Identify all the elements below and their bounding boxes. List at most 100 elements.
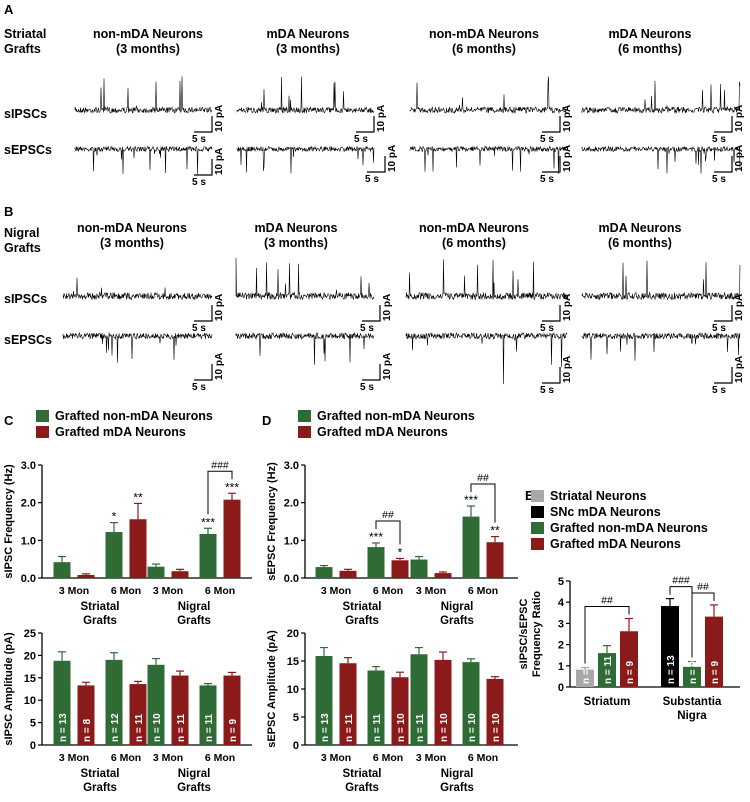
x-tick-label: 6 Mon [373, 752, 403, 764]
panel-a-col3-line1: non-mDA Neurons [429, 27, 539, 41]
y-axis-label: sIPSC/sEPSC [518, 598, 530, 669]
bar [129, 684, 147, 745]
y-tick-label: 20 [24, 650, 36, 662]
chart-c-bottom: 0 5 10 15 20 25 sIPSC Amplitude (pA) n = 13 n = … [3, 628, 252, 794]
scale-bar-amp-label: 10 pA [734, 356, 745, 383]
scale-bar-amp-label: 10 pA [382, 353, 393, 380]
y-tick-label: 20 [287, 628, 299, 640]
y-tick-label: 5 [293, 712, 299, 724]
legend-swatch [298, 410, 311, 422]
panel-b-scale-2: 5 s 10 pA [360, 294, 393, 334]
chart-d-bottom: 0 5 10 15 20 sEPSC Amplitude (pA) n = 13 n = 11… [266, 628, 518, 794]
bar [434, 659, 452, 745]
y-tick-label: 0.0 [21, 573, 36, 585]
n-count-label: n = 13 [320, 713, 331, 742]
bar [105, 532, 123, 578]
scale-bar-time-label: 5 s [192, 134, 206, 145]
group-label: Grafts [345, 782, 379, 794]
bar [661, 606, 679, 687]
scale-bar-time-label: 5 s [192, 382, 206, 393]
significance-star: ** [490, 524, 500, 538]
n-count-label: n = 11 [134, 713, 145, 742]
n-count-label: n = 8 [82, 718, 93, 742]
y-tick-label: 4 [558, 597, 565, 609]
scale-bar-time-label: 5 s [360, 382, 374, 393]
bar [77, 685, 95, 745]
panel-b-sepsc-trace-1 [62, 331, 213, 363]
panel-b-sepsc-trace-2 [235, 332, 375, 365]
n-count-label: n = 11 [603, 655, 614, 684]
y-tick-label: 3 [558, 618, 564, 630]
y-tick-label: 5 [558, 576, 564, 588]
bar [391, 560, 409, 578]
panel-label-a: A [4, 2, 14, 17]
scale-bar-line [367, 156, 386, 173]
panel-label-b: B [4, 204, 13, 219]
bracket-label: ### [211, 459, 229, 471]
scale-bar-line [194, 116, 213, 133]
panel-b-label-sepsc: sEPSCs [4, 333, 52, 347]
x-tick-label: 6 Mon [205, 585, 235, 597]
bar [598, 653, 616, 687]
scale-bar-line [714, 305, 733, 322]
bar [576, 669, 594, 687]
significance-bracket [584, 606, 630, 664]
scale-bar-time-label: 5 s [192, 323, 206, 334]
bar [705, 616, 723, 687]
n-count-label: n = 11 [415, 713, 426, 742]
scale-bar-amp-label: 10 pA [734, 105, 745, 132]
legend-swatch [531, 522, 544, 534]
panel-b-col3-line2: (6 months) [442, 236, 506, 250]
x-tick-label: 6 Mon [468, 752, 498, 764]
n-count-label: n = 9 [710, 660, 721, 684]
group-label: Grafts [440, 615, 474, 627]
panel-b-row-title-1: Nigral [4, 226, 39, 240]
x-tick-label: 3 Mon [59, 585, 89, 597]
panel-a-col1-line1: non-mDA Neurons [93, 27, 203, 41]
y-axis-label: Frequency Ratio [531, 591, 543, 677]
y-axis-label: sEPSC Frequency (Hz) [266, 462, 278, 581]
significance-star: *** [225, 480, 239, 494]
n-count-label: n = 10 [152, 713, 163, 742]
bar [339, 570, 357, 578]
bar [223, 499, 241, 578]
bar [223, 675, 241, 745]
scale-bar-time-label: 5 s [712, 385, 726, 396]
bracket-label: ## [601, 595, 613, 607]
bar [486, 678, 504, 745]
panel-b-row-title-2: Grafts [4, 241, 41, 255]
n-count-label: n = 11 [176, 713, 187, 742]
significance-star: * [112, 510, 117, 524]
bar [53, 660, 71, 745]
scale-bar-amp-label: 10 pA [214, 353, 225, 380]
panel-label-d: D [262, 413, 271, 428]
bar [315, 655, 333, 745]
panel-b-sipsc-trace-2 [235, 258, 375, 301]
legend-swatch [531, 538, 544, 550]
n-count-label: n = 13 [58, 713, 69, 742]
group-label: Grafts [83, 782, 117, 794]
bar [339, 663, 357, 745]
scale-bar-line [714, 156, 733, 173]
scale-bar-time-label: 5 s [540, 323, 554, 334]
n-count-label: n = 10 [396, 713, 407, 742]
y-tick-label: 3.0 [284, 460, 299, 472]
x-tick-label: 3 Mon [321, 752, 351, 764]
bar [53, 562, 71, 578]
y-tick-label: 2.0 [284, 498, 299, 510]
scale-bar-line [714, 116, 733, 133]
bar [199, 533, 217, 578]
panel-b-scale-5: 5 s 10 pA [192, 353, 225, 393]
bracket-label: ## [382, 509, 394, 521]
panel-a-col2-line2: (3 months) [276, 42, 340, 56]
panel-a-sepsc-trace-1 [74, 145, 213, 175]
scale-bar-line [542, 116, 561, 133]
significance-star: ** [133, 490, 143, 504]
panel-label-e: E [525, 488, 534, 503]
x-tick-label: 3 Mon [416, 585, 446, 597]
bar [367, 670, 385, 745]
